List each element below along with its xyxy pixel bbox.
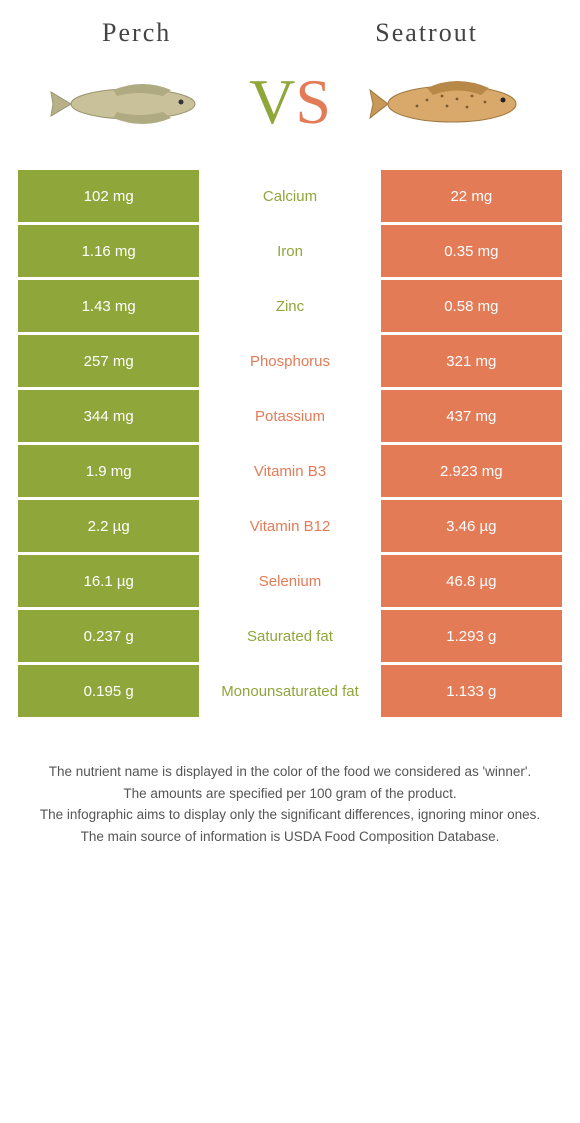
value-left: 0.237 g [18, 610, 199, 662]
footer-notes: The nutrient name is displayed in the co… [0, 720, 580, 846]
vs-v: V [249, 66, 295, 137]
fish-icon [43, 62, 213, 142]
table-row: 1.9 mgVitamin B32.923 mg [18, 445, 562, 497]
value-right: 1.293 g [381, 610, 562, 662]
vs-row: VS [0, 54, 580, 170]
title-right: Seatrout [375, 18, 478, 48]
table-row: 102 mgCalcium22 mg [18, 170, 562, 222]
nutrient-label: Monounsaturated fat [199, 665, 380, 717]
vs-s: S [295, 66, 331, 137]
nutrient-label: Phosphorus [199, 335, 380, 387]
value-right: 3.46 µg [381, 500, 562, 552]
table-row: 344 mgPotassium437 mg [18, 390, 562, 442]
value-right: 22 mg [381, 170, 562, 222]
value-left: 2.2 µg [18, 500, 199, 552]
value-left: 257 mg [18, 335, 199, 387]
value-right: 0.58 mg [381, 280, 562, 332]
value-right: 1.133 g [381, 665, 562, 717]
value-left: 344 mg [18, 390, 199, 442]
value-left: 1.16 mg [18, 225, 199, 277]
table-row: 16.1 µgSelenium46.8 µg [18, 555, 562, 607]
table-row: 257 mgPhosphorus321 mg [18, 335, 562, 387]
table-row: 0.237 gSaturated fat1.293 g [18, 610, 562, 662]
value-right: 437 mg [381, 390, 562, 442]
title-left: Perch [102, 18, 171, 48]
nutrient-label: Calcium [199, 170, 380, 222]
value-left: 102 mg [18, 170, 199, 222]
header: Perch Seatrout [0, 0, 580, 54]
nutrient-label: Potassium [199, 390, 380, 442]
value-left: 16.1 µg [18, 555, 199, 607]
footer-line: The main source of information is USDA F… [24, 827, 556, 847]
nutrient-label: Vitamin B3 [199, 445, 380, 497]
footer-line: The nutrient name is displayed in the co… [24, 762, 556, 782]
value-left: 0.195 g [18, 665, 199, 717]
table-row: 2.2 µgVitamin B123.46 µg [18, 500, 562, 552]
footer-line: The infographic aims to display only the… [24, 805, 556, 825]
nutrient-table: 102 mgCalcium22 mg1.16 mgIron0.35 mg1.43… [18, 170, 562, 717]
fish-icon [367, 62, 537, 142]
seatrout-image [343, 62, 562, 142]
value-left: 1.43 mg [18, 280, 199, 332]
value-right: 321 mg [381, 335, 562, 387]
value-left: 1.9 mg [18, 445, 199, 497]
table-row: 0.195 gMonounsaturated fat1.133 g [18, 665, 562, 717]
vs-label: VS [249, 70, 331, 134]
value-right: 46.8 µg [381, 555, 562, 607]
footer-line: The amounts are specified per 100 gram o… [24, 784, 556, 804]
nutrient-label: Saturated fat [199, 610, 380, 662]
value-right: 0.35 mg [381, 225, 562, 277]
perch-image [18, 62, 237, 142]
nutrient-label: Zinc [199, 280, 380, 332]
nutrient-label: Vitamin B12 [199, 500, 380, 552]
table-row: 1.16 mgIron0.35 mg [18, 225, 562, 277]
nutrient-label: Selenium [199, 555, 380, 607]
table-row: 1.43 mgZinc0.58 mg [18, 280, 562, 332]
nutrient-label: Iron [199, 225, 380, 277]
value-right: 2.923 mg [381, 445, 562, 497]
